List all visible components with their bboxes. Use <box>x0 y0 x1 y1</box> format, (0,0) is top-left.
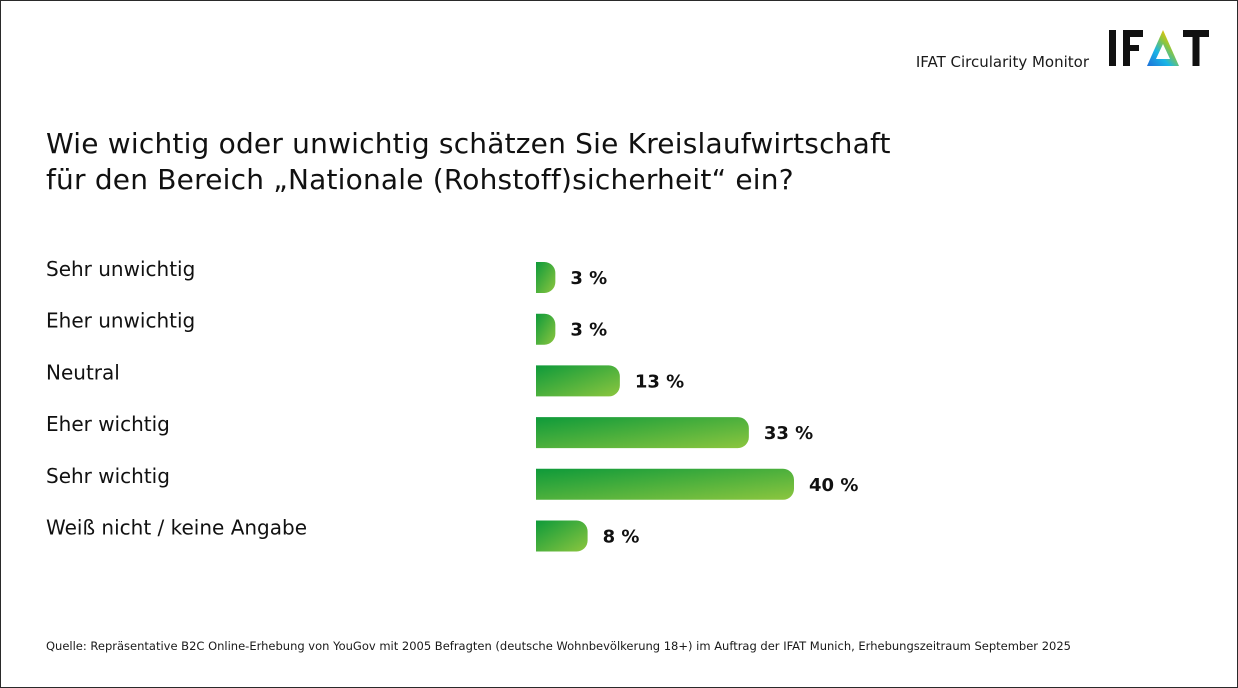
category-label: Weiß nicht / keine Angabe <box>46 516 307 540</box>
bar <box>536 365 620 397</box>
ifat-logo <box>1109 30 1209 66</box>
chart-title: Wie wichtig oder unwichtig schätzen Sie … <box>46 126 946 198</box>
category-label: Neutral <box>46 360 120 384</box>
brand-subtitle: IFAT Circularity Monitor <box>915 53 1089 71</box>
category-label: Eher unwichtig <box>46 309 195 333</box>
value-label: 3 % <box>570 268 607 289</box>
title-line-2: für den Bereich „Nationale (Rohstoff)sic… <box>46 163 794 196</box>
bar <box>536 417 749 449</box>
value-label: 40 % <box>809 475 858 496</box>
category-label: Eher wichtig <box>46 412 170 436</box>
source-note: Quelle: Repräsentative B2C Online-Erhebu… <box>46 639 1071 653</box>
bar <box>536 262 556 293</box>
category-label: Sehr unwichtig <box>46 257 195 281</box>
bar <box>536 468 794 500</box>
value-label: 13 % <box>635 371 684 392</box>
title-line-1: Wie wichtig oder unwichtig schätzen Sie … <box>46 127 891 160</box>
category-label: Sehr wichtig <box>46 464 170 488</box>
value-label: 8 % <box>603 527 640 548</box>
value-label: 33 % <box>764 423 813 444</box>
bar <box>536 520 588 552</box>
bar <box>536 313 556 345</box>
value-label: 3 % <box>570 320 607 341</box>
bars-group: Sehr unwichtig 3 % Eher unwichtig 3 % Neutra… <box>46 257 858 552</box>
